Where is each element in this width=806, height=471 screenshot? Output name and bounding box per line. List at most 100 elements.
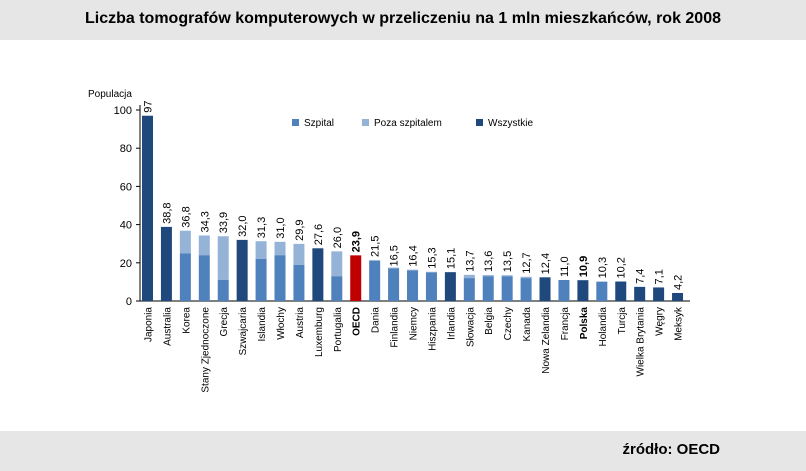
y-tick-label: 80 — [120, 143, 132, 155]
x-tick-label: Japonia — [144, 307, 155, 342]
data-label: 38,8 — [161, 202, 173, 223]
x-tick-label: Słowacja — [465, 307, 476, 347]
bar-poza-szpitalem — [388, 267, 400, 269]
x-tick-label: OECD — [352, 307, 363, 336]
data-label: 10,9 — [578, 256, 590, 277]
data-label: 15,1 — [445, 248, 457, 269]
bar-poza-szpitalem — [293, 243, 305, 265]
y-tick-label: 20 — [120, 258, 132, 270]
y-tick-label: 40 — [120, 220, 132, 232]
y-tick-label: 100 — [114, 105, 132, 117]
data-label: 12,4 — [540, 253, 552, 274]
bar-szpital — [596, 281, 608, 301]
bar-wszystkie — [577, 280, 589, 301]
x-tick-label: Włochy — [276, 307, 287, 340]
bar-oecd — [350, 255, 362, 301]
x-tick-label: Islandia — [257, 307, 268, 342]
x-tick-label: Australia — [162, 307, 173, 346]
bar-poza-szpitalem — [482, 275, 494, 277]
x-tick-label: Węgry — [655, 307, 666, 336]
x-tick-label: Niemcy — [409, 307, 420, 340]
x-tick-label: Turcja — [617, 307, 628, 335]
bar-szpital — [482, 276, 494, 301]
bar-wszystkie — [615, 281, 627, 301]
data-label: 29,9 — [294, 219, 306, 240]
legend-label: Wszystkie — [488, 118, 533, 129]
bar-wszystkie — [539, 277, 551, 301]
x-tick-label: Kanada — [522, 307, 533, 342]
bar-szpital — [179, 253, 191, 301]
x-tick-label: Austria — [295, 307, 306, 339]
chart-title: Liczba tomografów komputerowych w przeli… — [84, 10, 721, 27]
bar-poza-szpitalem — [425, 271, 437, 273]
x-tick-label: Hiszpania — [427, 307, 438, 351]
legend-label: Szpital — [304, 118, 334, 129]
bar-poza-szpitalem — [274, 241, 286, 256]
data-label: 36,8 — [180, 206, 192, 227]
bar-szpital — [407, 270, 419, 301]
data-label: 23,9 — [351, 231, 363, 252]
data-label: 15,3 — [426, 247, 438, 268]
data-label: 10,2 — [616, 257, 628, 278]
bar-szpital — [293, 264, 305, 301]
bar-poza-szpitalem — [369, 259, 381, 261]
data-label: 16,5 — [389, 245, 401, 266]
data-label: 32,0 — [237, 215, 249, 236]
data-label: 16,4 — [408, 245, 420, 266]
bar-szpital — [520, 278, 532, 301]
data-label: 34,3 — [199, 211, 211, 232]
x-tick-label: Irlandia — [446, 307, 457, 340]
x-tick-label: Czechy — [503, 307, 514, 340]
x-tick-label: Meksyk — [674, 306, 685, 341]
y-tick-label: 0 — [126, 296, 132, 308]
x-tick-label: Stany Zjednoczone — [200, 307, 211, 393]
bar-poza-szpitalem — [520, 276, 532, 279]
data-label: 12,7 — [521, 252, 533, 273]
bar-wszystkie — [672, 292, 684, 301]
data-label: 7,1 — [654, 269, 666, 284]
title-bar: Liczba tomografów komputerowych w przeli… — [0, 0, 806, 40]
x-tick-label: Holandia — [598, 307, 609, 347]
x-tick-label: Szwajcaria — [238, 307, 249, 356]
bar-wszystkie — [236, 239, 248, 301]
bar-poza-szpitalem — [596, 281, 608, 282]
bar-szpital — [198, 255, 210, 301]
x-tick-label: Belgia — [484, 307, 495, 335]
bar-poza-szpitalem — [407, 269, 419, 271]
data-label: 7,4 — [635, 269, 647, 284]
y-tick-label: 60 — [120, 181, 132, 193]
x-tick-label: Finlandia — [390, 307, 401, 348]
x-tick-label: Dania — [371, 307, 382, 334]
bar-szpital — [255, 258, 267, 301]
bar-poza-szpitalem — [501, 275, 513, 277]
footer-bar: źródło: OECD — [0, 431, 806, 471]
bar-poza-szpitalem — [331, 251, 343, 277]
bar-poza-szpitalem — [179, 230, 191, 254]
legend-swatch — [292, 119, 299, 126]
data-label: 33,9 — [218, 212, 230, 233]
bar-poza-szpitalem — [463, 274, 475, 279]
x-tick-label: Nowa Zelandia — [541, 307, 552, 374]
bar-poza-szpitalem — [198, 235, 210, 256]
bar-poza-szpitalem — [217, 236, 229, 280]
x-tick-label: Korea — [181, 307, 192, 334]
source-label: źródło: OECD — [622, 441, 721, 458]
data-label: 13,6 — [483, 251, 495, 272]
data-label: 13,5 — [502, 251, 514, 272]
data-label: 97 — [143, 100, 155, 112]
legend-swatch — [476, 119, 483, 126]
bar-wszystkie — [653, 287, 665, 301]
bar-szpital — [463, 278, 475, 301]
data-label: 26,0 — [332, 227, 344, 248]
data-label: 27,6 — [313, 224, 325, 245]
data-label: 31,3 — [256, 217, 268, 238]
bar-poza-szpitalem — [255, 241, 267, 259]
bar-wszystkie — [444, 272, 456, 301]
x-tick-label: Polska — [579, 307, 590, 340]
bar-szpital — [331, 276, 343, 301]
bar-wszystkie — [142, 115, 153, 301]
bar-szpital — [501, 276, 513, 301]
legend-label: Poza szpitalem — [374, 118, 442, 129]
bar-chart: Populacja 0 20 40 60 80 100 97 Japonia 38,8 Austra… — [88, 89, 690, 393]
bar-szpital — [425, 272, 437, 301]
